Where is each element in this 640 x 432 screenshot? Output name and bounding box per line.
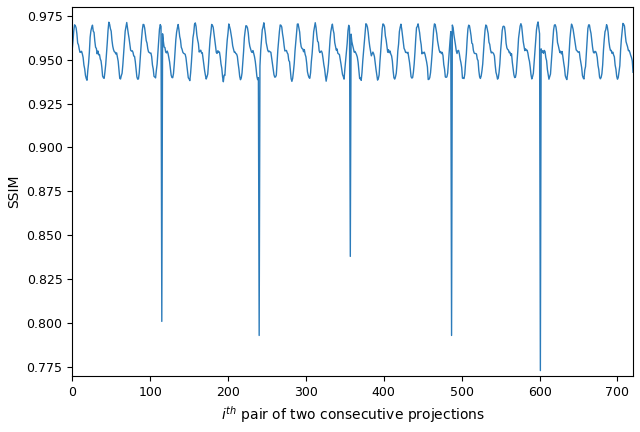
X-axis label: $i^{th}$ pair of two consecutive projections: $i^{th}$ pair of two consecutive project…: [221, 404, 484, 425]
Y-axis label: SSIM: SSIM: [7, 175, 21, 208]
